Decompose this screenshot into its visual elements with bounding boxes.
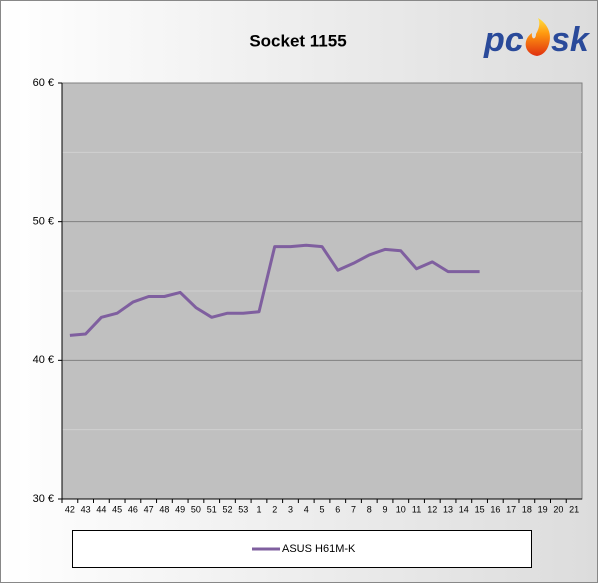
x-tick-label: 13 <box>443 504 453 514</box>
x-tick-label: 48 <box>159 504 169 514</box>
x-tick-label: 53 <box>238 504 248 514</box>
x-tick-label: 50 <box>191 504 201 514</box>
x-tick-label: 2 <box>272 504 277 514</box>
x-tick-label: 46 <box>128 504 138 514</box>
x-tick-label: 4 <box>304 504 309 514</box>
x-tick-label: 9 <box>383 504 388 514</box>
x-tick-label: 6 <box>335 504 340 514</box>
x-tick-label: 18 <box>522 504 532 514</box>
x-tick-label: 14 <box>459 504 469 514</box>
x-tick-label: 16 <box>490 504 500 514</box>
x-tick-label: 5 <box>319 504 324 514</box>
x-tick-label: 49 <box>175 504 185 514</box>
x-tick-label: 51 <box>207 504 217 514</box>
data-line <box>69 243 480 337</box>
x-tick-label: 44 <box>96 504 106 514</box>
x-tick-label: 11 <box>412 504 421 514</box>
legend-box <box>72 530 532 568</box>
y-tick-label: 40 € <box>33 354 54 366</box>
x-tick-label: 42 <box>65 504 75 514</box>
y-tick-label: 50 € <box>33 216 54 228</box>
x-tick-label: 3 <box>288 504 293 514</box>
x-tick-label: 10 <box>396 504 406 514</box>
x-tick-label: 17 <box>506 504 516 514</box>
logo-flame <box>525 18 550 56</box>
y-tick-label: 30 € <box>33 493 54 505</box>
x-tick-label: 19 <box>538 504 548 514</box>
legend-label: ASUS H61M-K <box>282 543 356 555</box>
x-tick-label: 1 <box>256 504 261 514</box>
x-tick-label: 43 <box>81 504 91 514</box>
logo-text: pc <box>483 21 524 59</box>
x-tick-label: 45 <box>112 504 122 514</box>
x-tick-label: 52 <box>222 504 232 514</box>
x-tick-label: 12 <box>427 504 437 514</box>
x-tick-label: 7 <box>351 504 356 514</box>
y-tick-label: 60 € <box>33 77 54 89</box>
x-tick-label: 47 <box>144 504 154 514</box>
x-tick-label: 20 <box>553 504 563 514</box>
chart-title: Socket 1155 <box>249 31 346 50</box>
x-tick-label: 8 <box>367 504 372 514</box>
logo: pc sk <box>483 18 591 59</box>
logo-text: sk <box>551 21 591 59</box>
x-tick-label: 15 <box>475 504 485 514</box>
x-tick-label: 21 <box>569 504 579 514</box>
